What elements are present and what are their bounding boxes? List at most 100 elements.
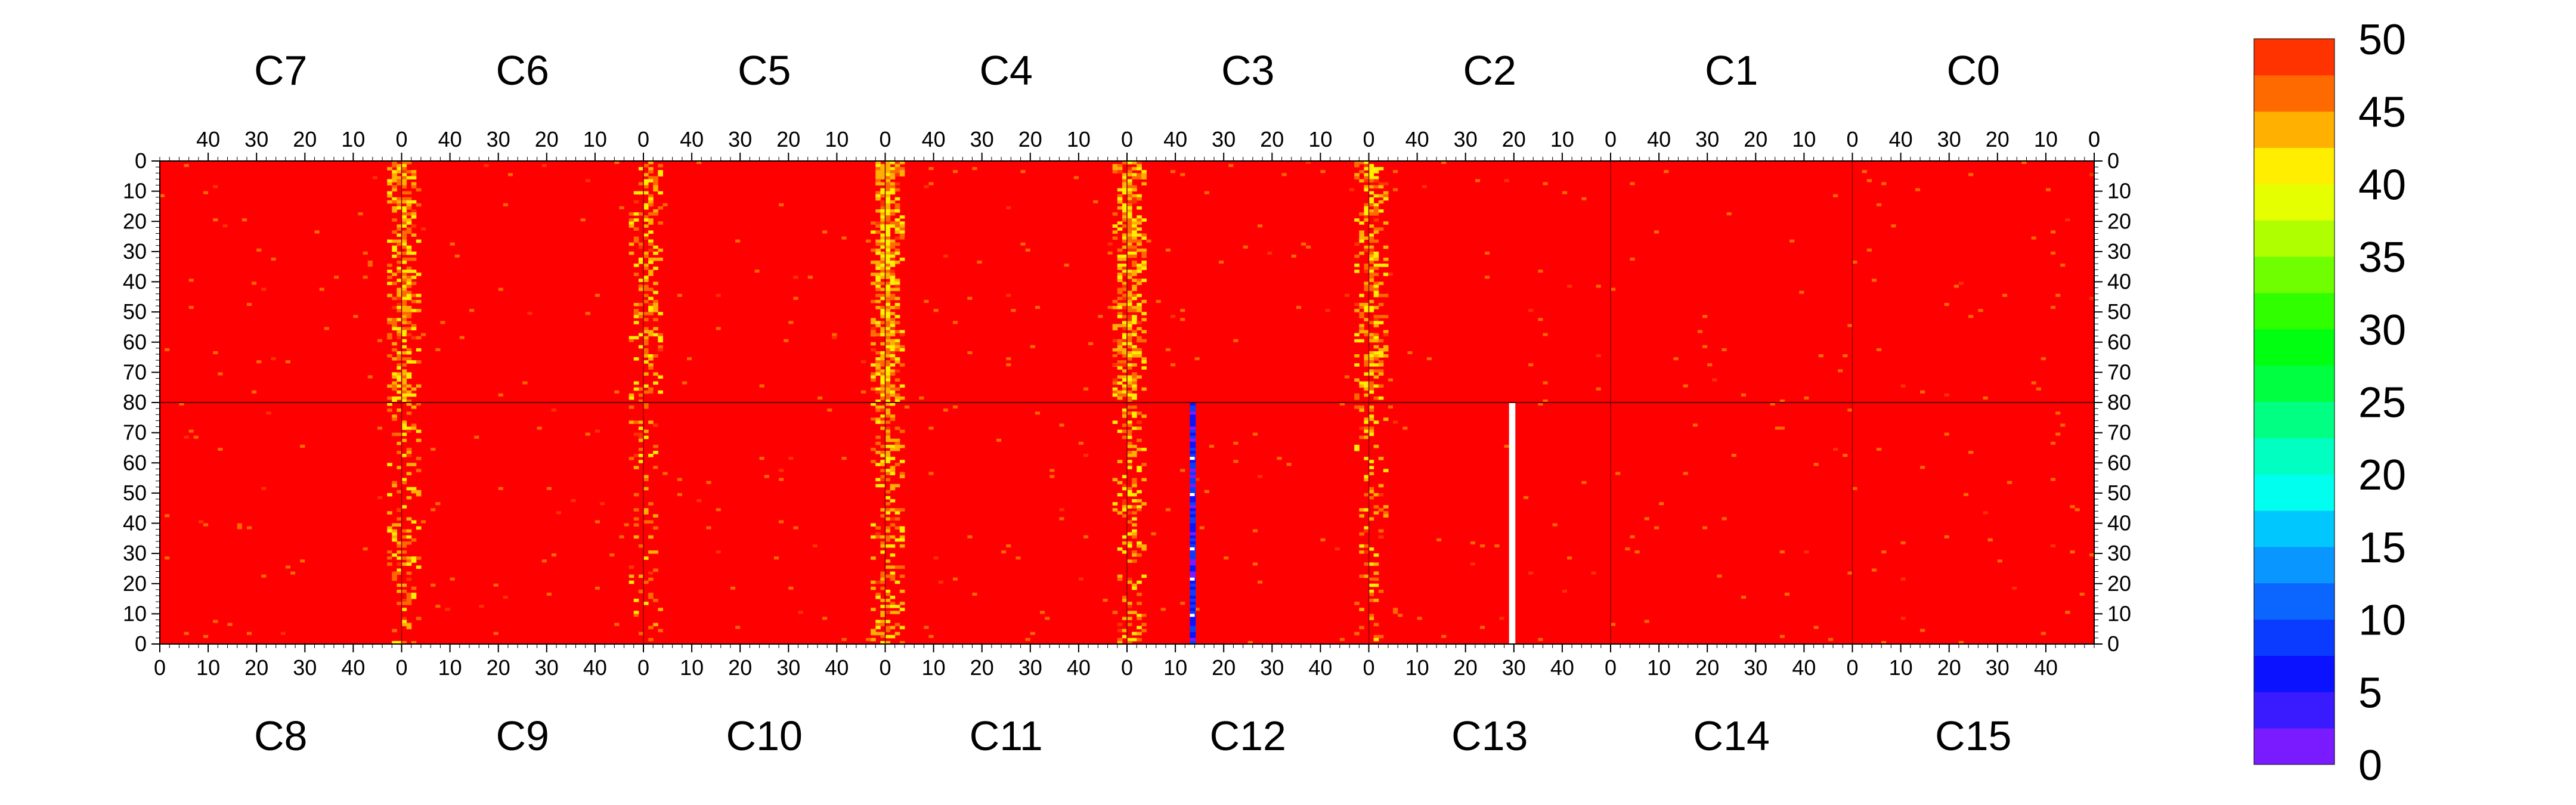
heatmap-cell — [401, 290, 407, 295]
heatmap-cell — [1141, 182, 1147, 185]
heatmap-cell — [1122, 315, 1128, 318]
heatmap-cell — [1132, 484, 1137, 488]
heatmap-cell — [633, 227, 639, 231]
heatmap-cell — [416, 203, 422, 207]
heatmap-cell — [1137, 351, 1142, 355]
heatmap-cell — [1137, 218, 1142, 222]
heatmap-cell — [875, 161, 881, 165]
heatmap-cell — [1127, 345, 1132, 349]
heatmap-cell — [1383, 194, 1389, 198]
heatmap-cell — [1204, 490, 1209, 493]
heatmap-cell — [1581, 197, 1587, 200]
heatmap-cell — [406, 161, 412, 165]
heatmap-cell — [653, 182, 658, 185]
heatmap-cell — [401, 258, 407, 261]
heatmap-cell — [1127, 336, 1132, 340]
heatmap-cell — [643, 405, 649, 409]
heatmap-cell — [1117, 287, 1123, 292]
top-y-tick-label: 50 — [123, 299, 147, 324]
heatmap-cell — [1378, 264, 1384, 267]
heatmap-cell — [401, 420, 407, 424]
heatmap-cell — [1137, 354, 1142, 358]
heatmap-cell — [392, 375, 397, 379]
dead-column-cell — [1190, 496, 1196, 500]
heatmap-cell — [416, 469, 422, 472]
heatmap-cell — [894, 611, 900, 614]
heatmap-cell — [246, 526, 252, 530]
heatmap-cell — [648, 218, 654, 222]
heatmap-cell — [1373, 354, 1379, 358]
bottom-x-tick-label: 10 — [1405, 655, 1429, 680]
heatmap-cell — [696, 161, 702, 165]
heatmap-cell — [885, 173, 891, 177]
heatmap-cell — [1741, 596, 1747, 599]
heatmap-cell — [880, 227, 886, 231]
heatmap-cell — [1378, 293, 1384, 298]
dead-column-cell — [1190, 602, 1196, 605]
heatmap-cell — [890, 634, 896, 639]
heatmap-cell — [1359, 233, 1364, 237]
heatmap-cell — [367, 261, 373, 264]
heatmap-cell — [1006, 357, 1011, 361]
heatmap-cell — [899, 170, 905, 174]
heatmap-cell — [1117, 339, 1123, 343]
heatmap-cell — [614, 161, 620, 165]
top-x-tick-label: 0 — [1605, 127, 1617, 151]
heatmap-cell — [643, 284, 649, 289]
heatmap-cell — [1132, 261, 1137, 264]
heatmap-cell — [1117, 348, 1123, 352]
heatmap-cell — [1368, 336, 1374, 340]
heatmap-cell — [885, 369, 891, 373]
heatmap-cell — [1364, 306, 1369, 309]
heatmap-cell — [1112, 164, 1118, 168]
heatmap-cell — [1132, 499, 1137, 503]
heatmap-cell — [885, 312, 891, 315]
heatmap-cell — [880, 369, 886, 373]
heatmap-cell — [633, 218, 639, 222]
heatmap-cell — [643, 478, 649, 482]
bottom-y-tick-label: 30 — [123, 541, 147, 565]
heatmap-cell — [1373, 284, 1379, 289]
heatmap-cell — [1127, 182, 1132, 185]
heatmap-cell — [1373, 634, 1379, 639]
heatmap-cell — [658, 164, 663, 168]
heatmap-cell — [894, 248, 900, 252]
heatmap-cell — [1122, 281, 1128, 286]
heatmap-cell — [1306, 245, 1311, 249]
heatmap-cell — [648, 230, 654, 234]
heatmap-cell — [1117, 429, 1123, 434]
heatmap-cell — [894, 227, 900, 231]
heatmap-cell — [677, 493, 682, 496]
heatmap-cell — [1968, 315, 1974, 318]
heatmap-cell — [653, 306, 658, 309]
heatmap-cell — [1373, 281, 1379, 286]
heatmap-cell — [2075, 508, 2080, 512]
heatmap-cell — [363, 251, 368, 255]
heatmap-cell — [894, 302, 900, 306]
dead-column-cell — [1190, 574, 1196, 578]
heatmap-cell — [406, 463, 412, 466]
heatmap-cell — [875, 164, 881, 168]
heatmap-cell — [899, 224, 905, 228]
heatmap-cell — [406, 191, 412, 195]
heatmap-cell — [401, 302, 407, 306]
heatmap-cell — [431, 447, 436, 451]
heatmap-cell — [653, 209, 658, 213]
heatmap-cell — [1354, 218, 1360, 222]
heatmap-cell — [1132, 535, 1137, 539]
heatmap-cell — [875, 484, 881, 488]
heatmap-cell — [880, 176, 886, 179]
heatmap-cell — [880, 599, 886, 602]
heatmap-cell — [1127, 197, 1132, 201]
heatmap-cell — [324, 327, 329, 330]
heatmap-cell — [1978, 309, 1983, 312]
heatmap-cell — [894, 167, 900, 171]
heatmap-cell — [875, 420, 881, 424]
heatmap-cell — [628, 396, 634, 400]
heatmap-cell — [890, 273, 896, 276]
heatmap-cell — [1359, 315, 1364, 318]
heatmap-cell — [648, 626, 654, 630]
heatmap-cell — [894, 538, 900, 542]
heatmap-cell — [1137, 233, 1142, 237]
heatmap-cell — [1127, 221, 1132, 225]
